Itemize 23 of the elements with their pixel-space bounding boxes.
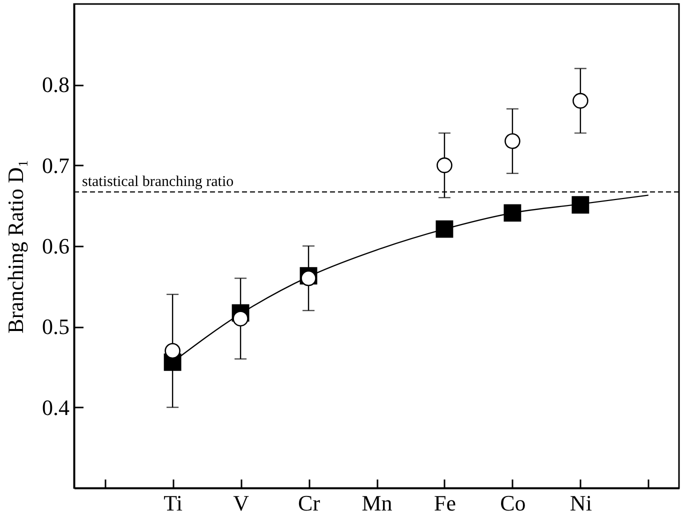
point [436, 220, 454, 238]
point [572, 92, 588, 109]
point [232, 310, 248, 326]
y-axis-title: Branching Ratio D₁ [3, 160, 28, 334]
x-tick-label: Co [500, 490, 526, 516]
ref-line-label: statistical branching ratio [82, 174, 234, 190]
point [164, 342, 180, 359]
y-tick-label: 0.5 [42, 314, 70, 340]
y-tick-label: 0.8 [42, 72, 70, 98]
x-tick-label: Mn [362, 490, 392, 516]
y-tick-label: 0.6 [42, 234, 70, 258]
x-tick-label: Cr [298, 490, 321, 516]
x-tick-label: V [233, 490, 250, 516]
x-tick-label: Ni [570, 490, 592, 516]
y-tick-label: 0.4 [42, 394, 70, 420]
x-tick-label: Ti [164, 490, 182, 516]
y-tick-label: 0.7 [42, 152, 70, 178]
point [504, 204, 522, 222]
x-tick-label: Fe [434, 490, 456, 516]
point [504, 133, 520, 150]
point [572, 196, 590, 214]
point [436, 157, 452, 174]
point [300, 270, 316, 286]
